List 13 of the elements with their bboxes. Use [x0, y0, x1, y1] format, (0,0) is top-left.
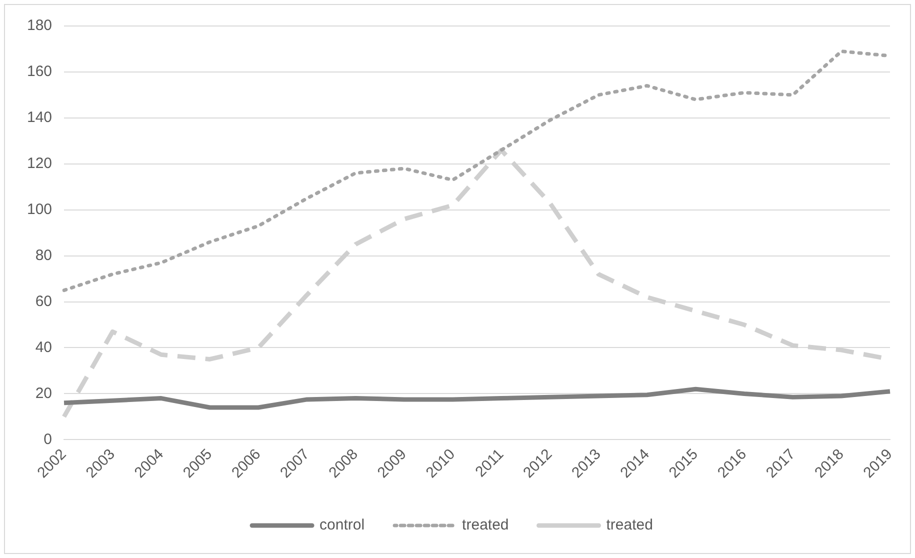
y-tick-label: 180: [26, 17, 52, 34]
y-tick-label: 60: [35, 292, 52, 310]
y-tick-label: 160: [26, 63, 52, 80]
y-tick-label: 100: [26, 200, 52, 218]
y-tick-label: 40: [35, 338, 52, 356]
y-tick-label: 80: [35, 246, 52, 264]
legend-label: treated: [462, 516, 509, 534]
y-tick-label: 140: [26, 109, 52, 126]
y-tick-label: 0: [44, 430, 52, 448]
legend-label: treated: [606, 516, 653, 534]
legend-label: control: [320, 516, 365, 534]
y-tick-label: 20: [35, 384, 52, 402]
y-tick-label: 120: [26, 155, 52, 172]
